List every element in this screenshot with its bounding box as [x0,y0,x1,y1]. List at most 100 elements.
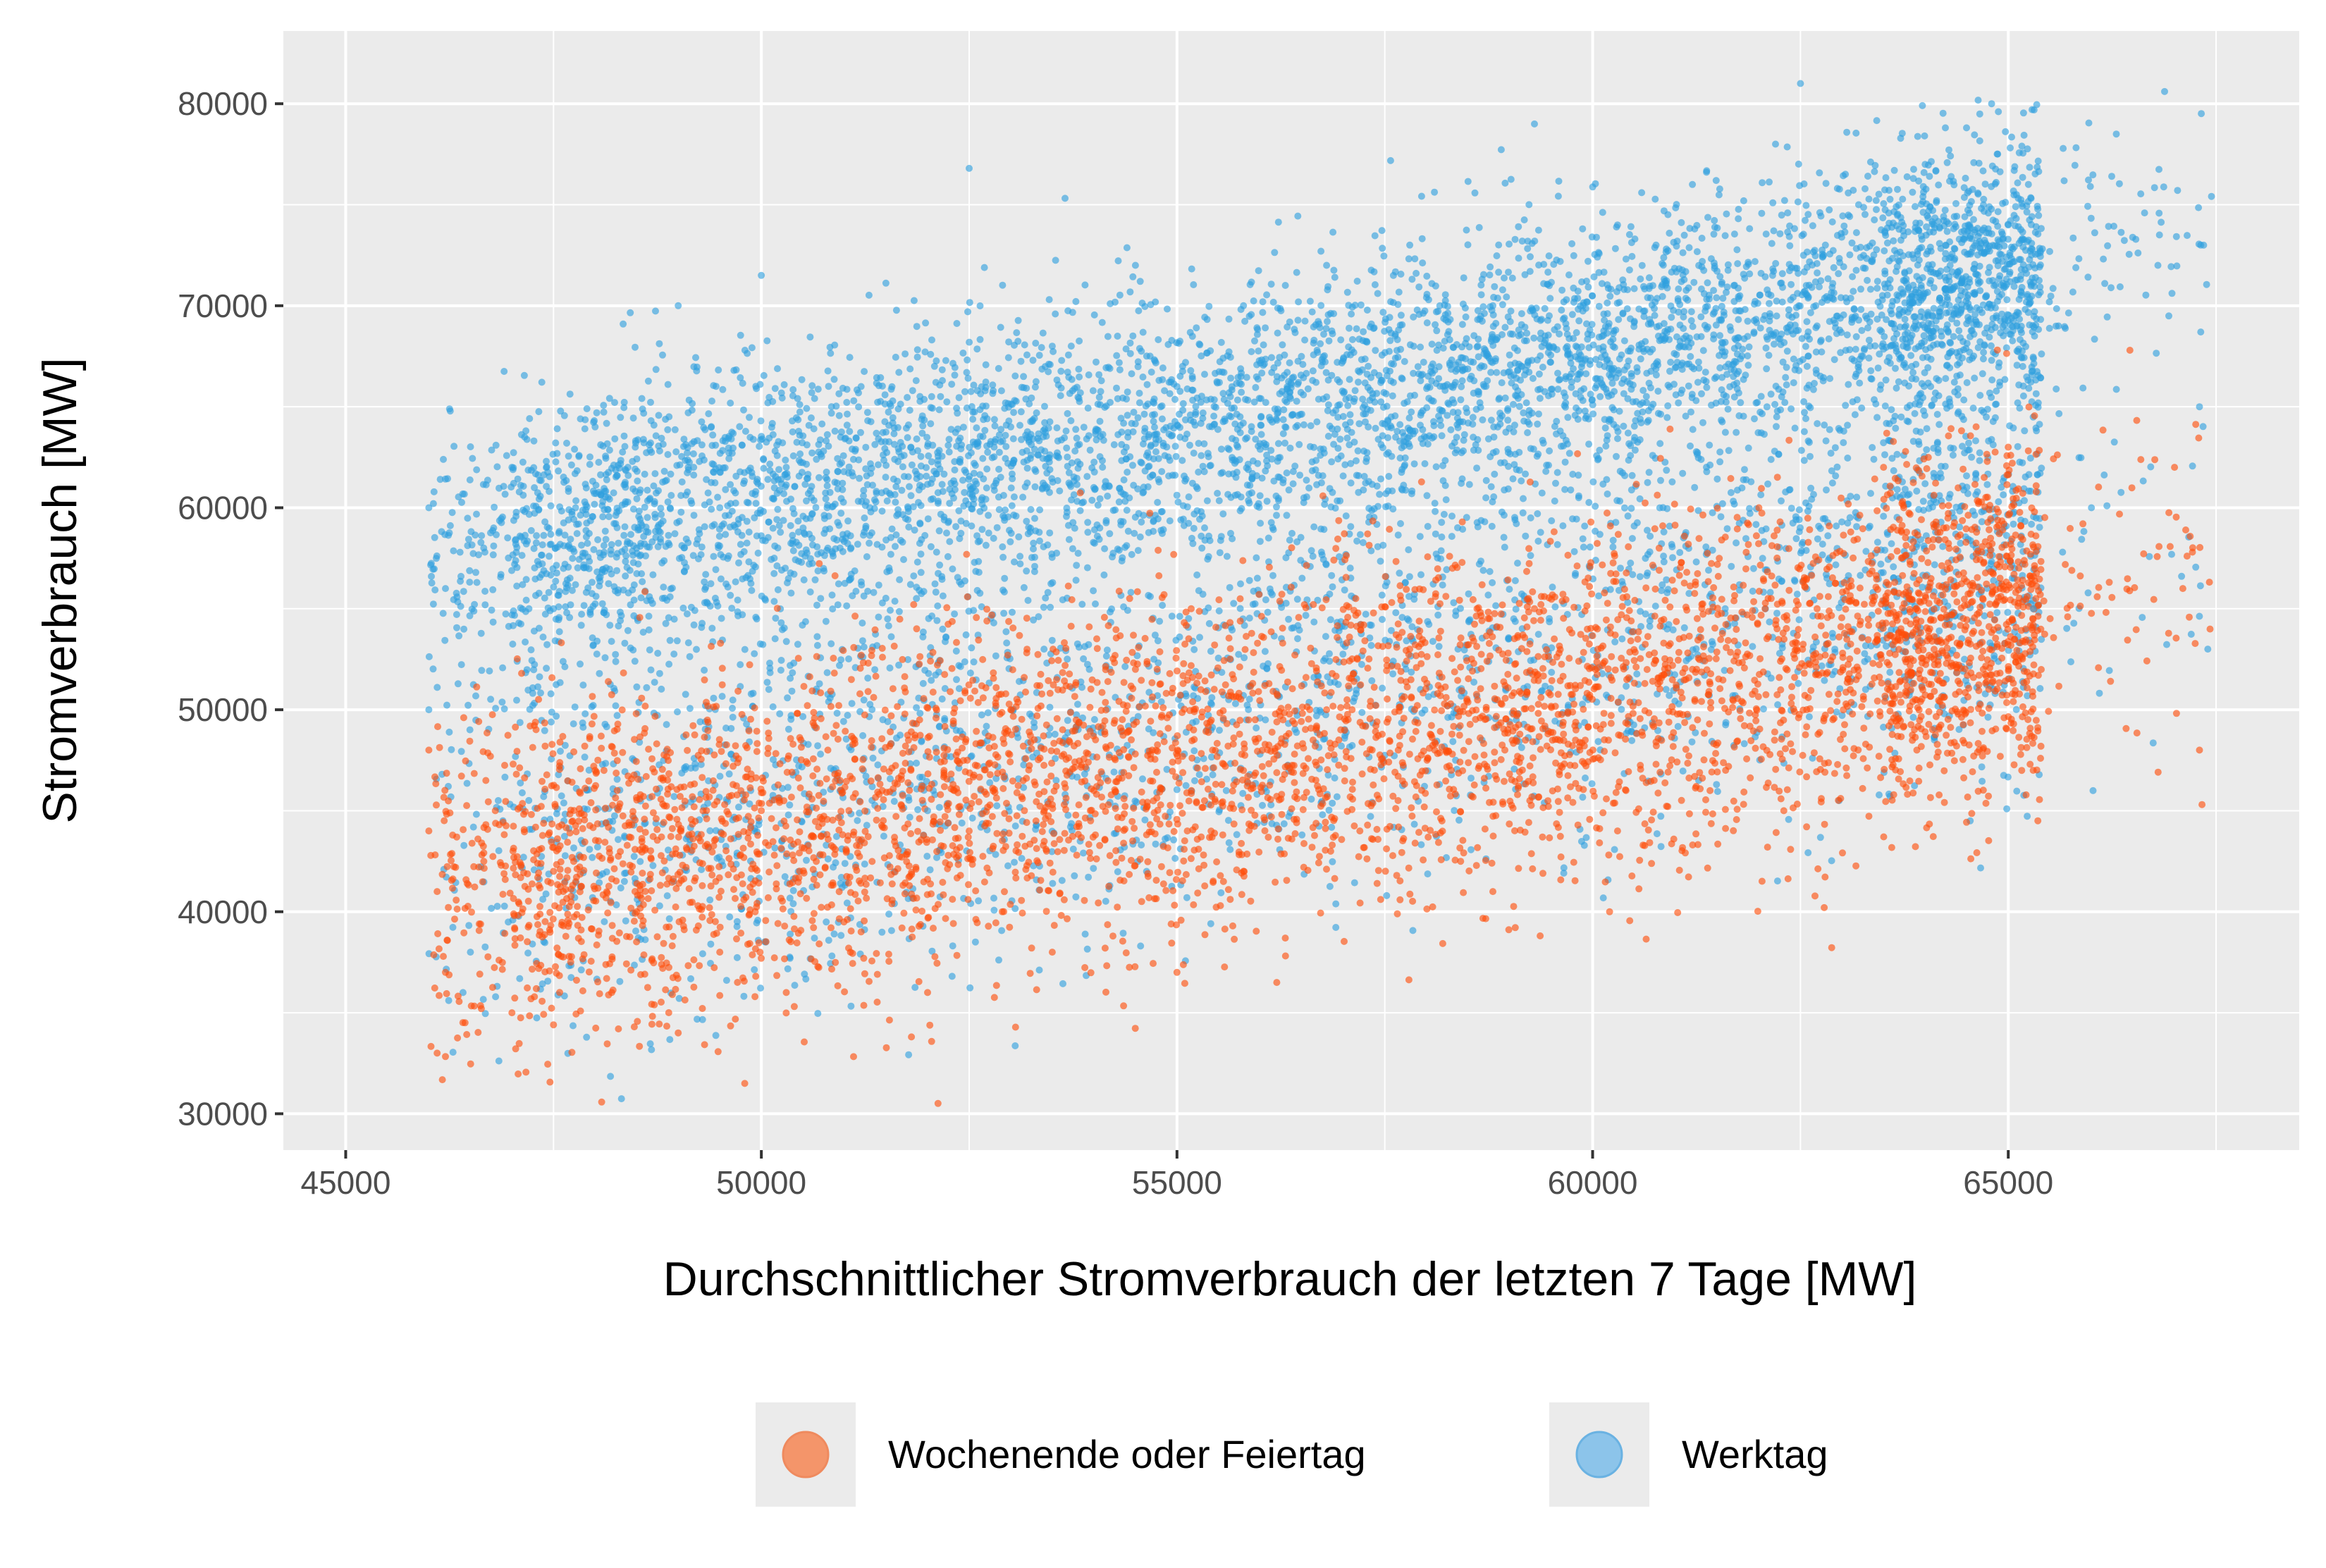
workday-point [1125,528,1132,535]
workday-point [1523,338,1530,345]
workday-point [540,793,547,800]
workday-point [1880,513,1887,520]
workday-point [946,436,953,443]
workday-point [739,442,746,449]
workday-point [1388,453,1395,460]
workday-point [589,579,596,586]
workday-point [1362,479,1369,486]
workday-point [734,597,742,604]
workday-point [868,418,875,425]
workday-point [1694,379,1702,386]
workday-point [1555,192,1562,199]
workday-point [669,585,676,592]
workday-point [828,409,835,416]
workday-point [1785,307,1792,314]
workday-point [457,573,464,580]
workday-point [1840,439,1847,446]
workday-point [774,506,781,513]
workday-point [1276,474,1283,481]
workday-point [1583,834,1590,841]
workday-point [614,776,621,783]
workday-point [719,693,726,700]
workday-point [1713,781,1720,788]
workday-point [744,518,751,525]
workday-point [1795,161,1802,168]
workday-point [961,388,968,395]
workday-point [1452,368,1459,375]
workday-point [709,431,716,438]
workday-point [708,397,715,405]
workday-point [939,626,946,633]
workday-point [914,346,921,353]
workday-point [644,487,651,494]
workday-point [1866,337,1873,344]
workday-point [433,552,441,560]
workday-point [999,282,1006,289]
workday-point [687,975,694,982]
workday-point [656,412,663,419]
workday-point [1653,371,1660,378]
workday-point [1327,883,1334,890]
workday-point [492,705,499,712]
workday-point [2019,174,2026,181]
workday-point [2153,350,2160,357]
workday-point [1505,268,1512,276]
workday-point [1535,631,1542,638]
workday-point [528,646,535,653]
workday-point [703,599,710,606]
workday-point [904,434,911,441]
workday-point [2107,284,2115,291]
workday-point [473,511,480,518]
workday-point [1817,525,1824,532]
workday-point [1007,538,1014,545]
workday-point [1746,271,1753,278]
workday-point [1919,102,1926,109]
workday-point [2021,427,2028,434]
workday-point [840,718,847,725]
workday-point [1769,199,1776,206]
workday-point [965,476,972,483]
workday-point [1764,403,1771,410]
workday-point [1778,280,1785,287]
workday-point [1873,206,1880,213]
workday-point [1515,326,1522,333]
workday-point [1223,787,1230,794]
workday-point [1047,604,1054,611]
workday-point [593,650,601,658]
workday-point [1901,270,1908,277]
workday-point [627,531,634,538]
workday-point [1347,411,1354,418]
workday-point [1345,343,1352,350]
workday-point [1988,342,1995,350]
workday-point [1470,332,1477,339]
workday-point [1417,421,1424,428]
workday-point [1070,846,1077,853]
workday-point [911,984,918,991]
workday-point [1237,429,1244,436]
workday-point [1072,426,1079,433]
workday-point [1036,352,1043,359]
workday-point [1972,491,1979,498]
workday-point [837,510,844,517]
workday-point [813,543,820,550]
workday-point [1514,560,1521,567]
workday-point [460,588,467,595]
workday-point [1398,311,1405,319]
workday-point [849,700,856,707]
workday-point [929,442,936,449]
workday-point [1489,579,1496,586]
workday-point [1010,436,1017,443]
workday-point [509,641,516,648]
workday-point [750,436,757,443]
workday-point [1446,362,1453,369]
workday-point [1036,967,1043,974]
workday-point [840,452,847,459]
workday-point [2008,134,2015,141]
workday-point [923,473,930,480]
workday-point [1058,357,1065,364]
workday-point [1162,452,1169,459]
workday-point [1424,523,1432,530]
workday-point [615,540,622,547]
workday-point [847,544,854,551]
workday-point [1481,310,1488,317]
